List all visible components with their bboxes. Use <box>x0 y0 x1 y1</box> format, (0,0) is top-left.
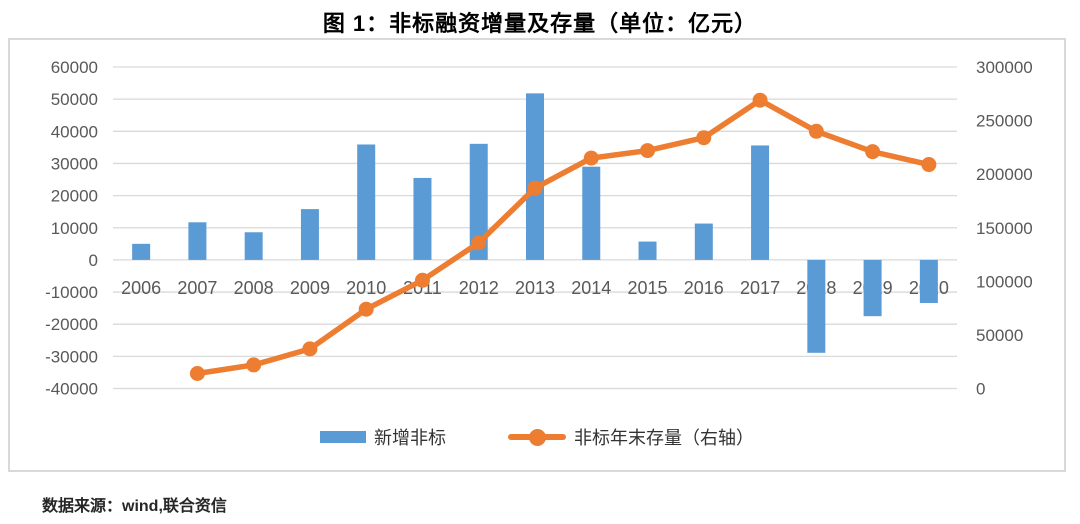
x-axis-tick: 2007 <box>177 278 217 298</box>
right-axis-tick: 100000 <box>976 272 1033 291</box>
line-marker-2020 <box>921 157 937 173</box>
x-axis-tick: 2006 <box>121 278 161 298</box>
legend-line-swatch <box>508 428 566 446</box>
line-marker-2014 <box>583 150 599 166</box>
legend-item-bar-series: 新增非标 <box>320 424 446 450</box>
line-marker-2010 <box>358 301 374 317</box>
bar-2009 <box>300 209 319 260</box>
line-marker-2012 <box>471 235 487 251</box>
stock-line <box>194 97 932 377</box>
legend: 新增非标 非标年末存量（右轴） <box>10 424 1064 450</box>
line-marker-2007 <box>189 365 205 381</box>
x-axis-tick: 2008 <box>234 278 274 298</box>
x-axis-tick: 2017 <box>740 278 780 298</box>
legend-bar-swatch <box>320 431 366 443</box>
x-axis-tick: 2015 <box>628 278 668 298</box>
left-axis-tick: -40000 <box>45 380 98 399</box>
left-axis-tick: 0 <box>89 251 98 270</box>
legend-line-label: 非标年末存量（右轴） <box>574 428 754 448</box>
left-axis-tick: -20000 <box>45 315 98 334</box>
line-marker-2008 <box>246 357 262 373</box>
bar-2010 <box>357 144 376 260</box>
data-source: 数据来源：wind,联合资信 <box>42 498 227 515</box>
left-axis-tick: 60000 <box>51 58 98 77</box>
bar-2014 <box>582 166 601 260</box>
legend-line-marker-icon <box>528 428 546 446</box>
x-axis-tick: 2013 <box>515 278 555 298</box>
line-marker-2016 <box>696 130 712 146</box>
x-axis-tick: 2012 <box>459 278 499 298</box>
chart-title: 图 1：非标融资增量及存量（单位：亿元） <box>322 11 758 36</box>
line-marker-2017 <box>752 92 768 108</box>
bar-2016 <box>694 223 713 260</box>
legend-bar-label: 新增非标 <box>374 428 446 448</box>
bar-2008 <box>244 232 263 260</box>
left-axis-tick: 40000 <box>51 122 98 141</box>
bar-2015 <box>638 241 657 260</box>
bar-2013 <box>526 93 544 260</box>
left-axis-tick: 30000 <box>51 154 98 173</box>
right-axis-tick: 300000 <box>976 58 1033 77</box>
line-marker-2019 <box>865 144 881 160</box>
bar-2020 <box>919 259 938 303</box>
line-marker-2011 <box>414 272 430 288</box>
line-marker-2013 <box>527 180 543 196</box>
right-axis-tick: 250000 <box>976 112 1033 131</box>
bar-2007 <box>188 222 207 260</box>
line-marker-2018 <box>808 123 824 139</box>
chart-canvas: 6000050000400003000020000100000-10000-20… <box>45 58 1033 399</box>
left-axis-tick: -10000 <box>45 283 98 302</box>
line-marker-2009 <box>302 341 318 357</box>
bar-2019 <box>863 259 882 317</box>
bar-2017 <box>751 145 770 260</box>
right-axis-tick: 200000 <box>976 165 1033 184</box>
line-marker-2015 <box>640 143 656 159</box>
left-axis-tick: 50000 <box>51 90 98 109</box>
bar-2006 <box>132 243 151 260</box>
x-axis-tick: 2009 <box>290 278 330 298</box>
right-axis-tick: 0 <box>976 380 985 399</box>
left-axis-tick: -30000 <box>45 347 98 366</box>
bar-2012 <box>469 143 488 260</box>
bar-2011 <box>413 177 432 260</box>
x-axis-tick: 2010 <box>346 278 386 298</box>
bar-2018 <box>807 259 826 353</box>
left-axis-tick: 10000 <box>51 219 98 238</box>
legend-item-line-series: 非标年末存量（右轴） <box>508 424 754 450</box>
right-axis-tick: 50000 <box>976 326 1023 345</box>
chart-frame: 60000 50000 40000 30000 20000 10000 0 -10000 -20… <box>8 38 1066 472</box>
x-axis-tick: 2016 <box>684 278 724 298</box>
right-axis-tick: 150000 <box>976 219 1033 238</box>
x-axis-tick: 2014 <box>571 278 611 298</box>
left-axis-tick: 20000 <box>51 187 98 206</box>
